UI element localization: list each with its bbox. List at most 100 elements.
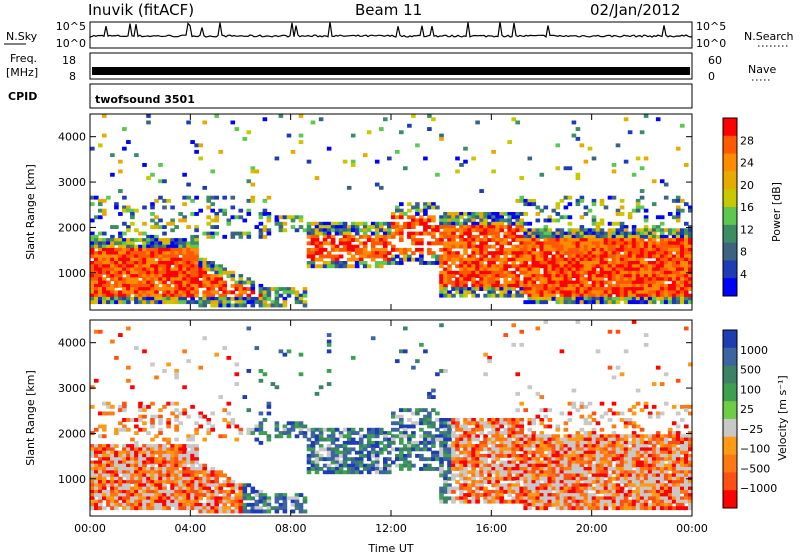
echo-cell bbox=[471, 218, 476, 223]
echo-cell bbox=[190, 247, 195, 252]
echo-cell bbox=[415, 218, 420, 223]
echo-cell bbox=[274, 287, 280, 291]
echo-cell bbox=[403, 225, 408, 229]
echo-cell bbox=[567, 411, 573, 416]
echo-cell bbox=[615, 283, 621, 288]
echo-cell bbox=[567, 283, 573, 288]
echo-cell bbox=[98, 486, 103, 491]
echo-cell bbox=[607, 290, 613, 295]
echo-cell bbox=[555, 212, 561, 216]
echo-cell bbox=[150, 473, 155, 478]
echo-cell bbox=[615, 143, 621, 148]
echo-cell bbox=[238, 296, 244, 301]
echo-cell bbox=[459, 228, 464, 233]
echo-cell bbox=[515, 221, 520, 226]
echo-cell bbox=[122, 208, 127, 213]
echo-cell bbox=[667, 283, 673, 288]
echo-cell bbox=[98, 496, 103, 501]
echo-cell bbox=[383, 437, 388, 442]
echo-cell bbox=[487, 238, 492, 242]
echo-cell bbox=[559, 450, 565, 455]
echo-cell bbox=[535, 502, 541, 507]
echo-cell bbox=[146, 496, 151, 501]
echo-cell bbox=[122, 290, 127, 295]
echo-cell bbox=[475, 270, 480, 275]
echo-cell bbox=[162, 444, 167, 448]
echo-cell bbox=[407, 202, 412, 207]
echo-cell bbox=[138, 499, 143, 504]
echo-cell bbox=[162, 300, 167, 305]
echo-cell bbox=[146, 300, 151, 305]
echo-cell bbox=[354, 257, 360, 262]
echo-cell bbox=[114, 473, 119, 478]
cpid-label: CPID bbox=[8, 90, 37, 103]
echo-cell bbox=[162, 290, 167, 295]
echo-cell bbox=[210, 287, 215, 291]
echo-cell bbox=[98, 198, 103, 203]
echo-cell bbox=[479, 460, 484, 465]
echo-cell bbox=[567, 231, 573, 236]
echo-cell bbox=[194, 241, 199, 246]
echo-cell bbox=[627, 300, 633, 305]
echo-cell bbox=[515, 480, 520, 484]
echo-cell bbox=[202, 502, 207, 507]
echo-cell bbox=[627, 267, 633, 272]
echo-cell bbox=[134, 274, 139, 278]
echo-cell bbox=[591, 238, 597, 242]
echo-cell bbox=[663, 195, 669, 200]
echo-cell bbox=[471, 434, 476, 439]
echo-cell bbox=[178, 473, 183, 478]
echo-cell bbox=[611, 300, 617, 305]
echo-cell bbox=[383, 463, 388, 468]
echo-cell bbox=[511, 499, 516, 504]
echo-cell bbox=[134, 499, 139, 504]
echo-cell bbox=[463, 244, 468, 249]
echo-cell bbox=[198, 264, 203, 269]
echo-cell bbox=[134, 244, 139, 249]
echo-cell bbox=[555, 270, 561, 275]
echo-cell bbox=[411, 431, 416, 435]
echo-cell bbox=[559, 411, 565, 416]
echo-cell bbox=[563, 231, 569, 236]
echo-cell bbox=[342, 221, 348, 226]
echo-cell bbox=[162, 287, 167, 291]
echo-cell bbox=[174, 480, 179, 484]
echo-cell bbox=[90, 280, 95, 285]
echo-cell bbox=[350, 457, 356, 462]
echo-cell bbox=[162, 453, 167, 458]
echo-cell bbox=[318, 251, 324, 256]
echo-cell bbox=[515, 228, 520, 233]
echo-cell bbox=[170, 486, 175, 491]
echo-cell bbox=[254, 506, 260, 511]
echo-cell bbox=[543, 274, 549, 278]
echo-cell bbox=[675, 212, 681, 216]
echo-cell bbox=[294, 293, 300, 298]
echo-cell bbox=[523, 241, 528, 246]
echo-cell bbox=[499, 225, 504, 229]
echo-cell bbox=[447, 270, 452, 275]
echo-cell bbox=[238, 277, 244, 282]
echo-cell bbox=[631, 231, 637, 236]
echo-cell bbox=[150, 470, 155, 475]
echo-cell bbox=[539, 208, 545, 213]
echo-cell bbox=[399, 261, 404, 265]
echo-cell bbox=[334, 225, 340, 229]
echo-cell bbox=[158, 457, 163, 462]
echo-cell bbox=[511, 460, 516, 465]
echo-cell bbox=[278, 287, 284, 291]
echo-cell bbox=[439, 431, 444, 435]
echo-cell bbox=[443, 234, 448, 239]
echo-cell bbox=[391, 231, 396, 236]
echo-cell bbox=[342, 453, 348, 458]
echo-cell bbox=[535, 296, 541, 301]
echo-cell bbox=[479, 270, 484, 275]
echo-cell bbox=[427, 261, 432, 265]
echo-cell bbox=[218, 486, 223, 491]
echo-cell bbox=[495, 212, 500, 216]
echo-cell bbox=[427, 251, 432, 256]
echo-cell bbox=[579, 264, 585, 269]
echo-cell bbox=[431, 440, 436, 445]
echo-cell bbox=[443, 283, 448, 288]
echo-cell bbox=[539, 290, 545, 295]
echo-cell bbox=[415, 241, 420, 246]
